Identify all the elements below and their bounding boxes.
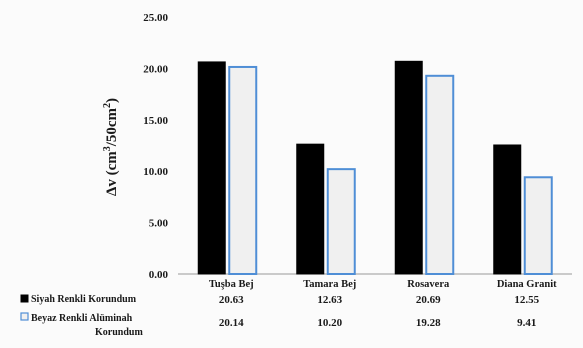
bar-siyah (296, 143, 325, 275)
bar-siyah (493, 144, 522, 275)
table-value-siyah: 12.63 (317, 294, 342, 306)
y-tick-label: 0.00 (149, 269, 169, 281)
y-tick-label: 20.00 (143, 63, 168, 75)
bar-beyaz (326, 168, 356, 275)
x-category-label: Rosavera (407, 279, 450, 290)
y-tick-label: 25.00 (143, 12, 168, 24)
legend-swatch-siyah (20, 294, 29, 303)
x-category-label: Tuşba Bej (209, 279, 254, 290)
bar-siyah (197, 61, 226, 275)
bar-beyaz (228, 65, 258, 275)
table-value-beyaz: 10.20 (317, 317, 342, 329)
table-value-beyaz: 9.41 (517, 317, 536, 329)
y-tick-label: 5.00 (149, 218, 169, 230)
bar-beyaz (425, 74, 455, 275)
bar-siyah (394, 60, 423, 275)
y-tick-label: 15.00 (143, 115, 168, 127)
x-category-label: Diana Granit (497, 279, 557, 290)
legend-label-beyaz: Beyaz Renkli Alüminah Korundum (31, 313, 143, 338)
y-tick-label: 10.00 (143, 166, 168, 178)
table-value-siyah: 12.55 (514, 294, 539, 306)
x-category-label: Tamara Bej (303, 279, 356, 290)
table-value-siyah: 20.63 (219, 294, 244, 306)
bar-beyaz (523, 176, 553, 275)
legend-label-siyah: Siyah Renkli Korundum (31, 294, 137, 305)
table-value-siyah: 20.69 (416, 294, 441, 306)
table-value-beyaz: 19.28 (416, 317, 441, 329)
table-value-beyaz: 20.14 (219, 317, 244, 329)
y-axis-title: Δv (cm3/50cm2) (102, 98, 120, 196)
legend-swatch-beyaz (20, 312, 29, 321)
